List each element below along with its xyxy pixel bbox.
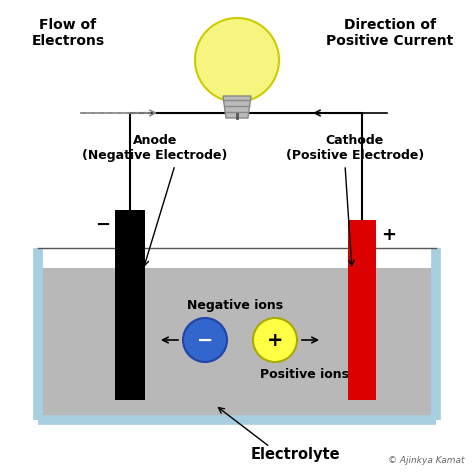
Text: Electrolyte: Electrolyte: [250, 447, 340, 463]
Bar: [115, 210, 145, 400]
Circle shape: [253, 318, 297, 362]
Text: Negative ions: Negative ions: [187, 299, 283, 311]
Text: Anode
(Negative Electrode): Anode (Negative Electrode): [82, 134, 228, 162]
Bar: [41, 248, 433, 268]
Bar: [41, 268, 433, 417]
Bar: [348, 220, 376, 400]
Text: Positive ions: Positive ions: [261, 368, 349, 382]
Text: © Ajinkya Kamat: © Ajinkya Kamat: [389, 456, 465, 465]
Text: Direction of
Positive Current: Direction of Positive Current: [327, 18, 454, 48]
Text: Cathode
(Positive Electrode): Cathode (Positive Electrode): [286, 134, 424, 162]
Circle shape: [195, 18, 279, 102]
Text: Flow of
Electrons: Flow of Electrons: [31, 18, 105, 48]
Circle shape: [183, 318, 227, 362]
Text: −: −: [95, 216, 110, 234]
Text: +: +: [267, 330, 283, 349]
Text: +: +: [381, 226, 396, 244]
Polygon shape: [223, 96, 251, 118]
Text: −: −: [197, 330, 213, 349]
